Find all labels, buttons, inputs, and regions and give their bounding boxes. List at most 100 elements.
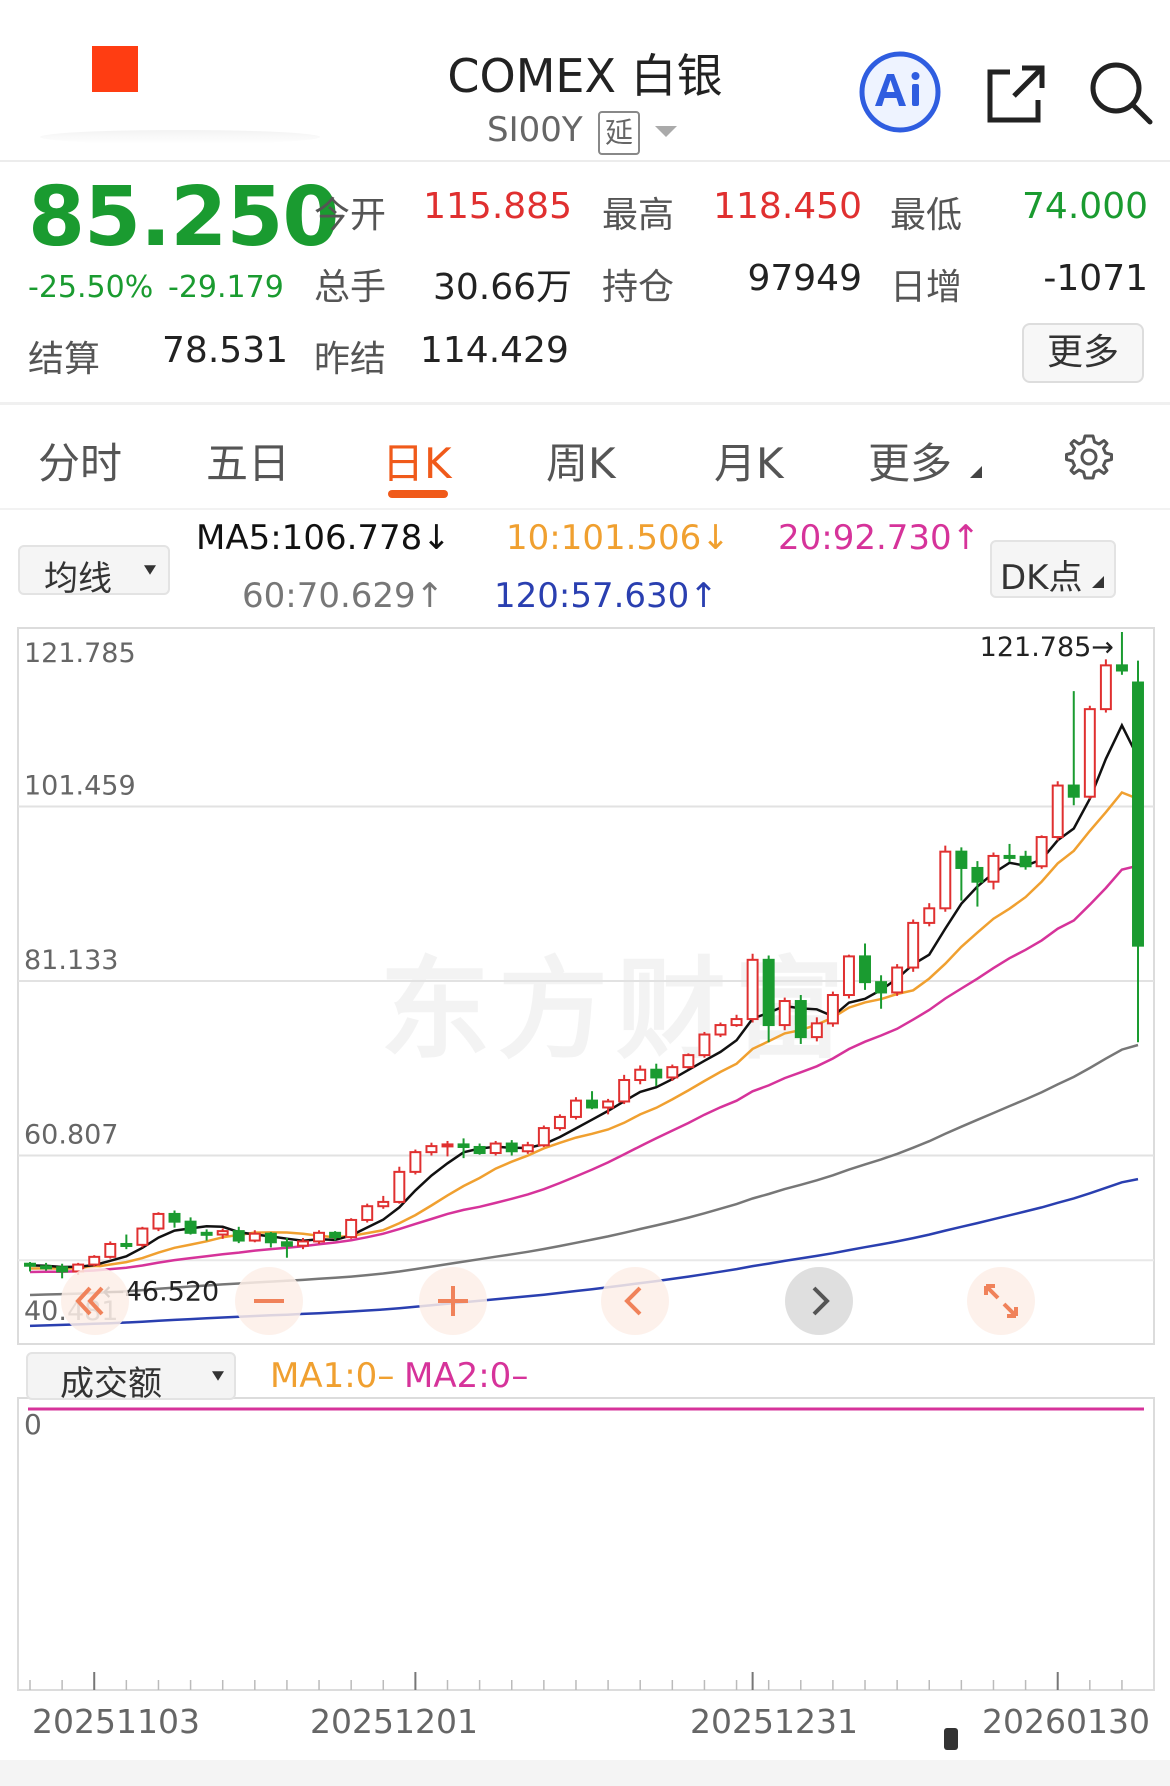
ma5-value: MA5:106.778↓: [196, 518, 451, 558]
candle-up: [923, 907, 936, 924]
share-icon[interactable]: [984, 62, 1048, 126]
tab-0[interactable]: 分时: [38, 439, 123, 488]
dk-point-label: DK点: [1000, 558, 1083, 598]
candle-up: [666, 1066, 679, 1079]
candle-up: [537, 1127, 550, 1147]
fullscreen-icon[interactable]: [966, 1266, 1036, 1336]
tab-2[interactable]: 日K: [382, 439, 452, 488]
volume-ma2: MA2:0–: [404, 1356, 529, 1396]
quote-value: -1071: [1043, 258, 1148, 299]
volume-ma1: MA1:0–: [270, 1356, 395, 1396]
candle-up: [521, 1144, 534, 1153]
search-icon[interactable]: [1088, 60, 1154, 126]
candle-up: [104, 1242, 117, 1258]
candle-down: [168, 1212, 181, 1223]
quote-label: 最高: [602, 195, 675, 236]
candle-up: [553, 1115, 566, 1130]
tab-1[interactable]: 五日: [206, 439, 291, 488]
candle-up: [152, 1212, 165, 1230]
chevron-down-icon: [144, 565, 156, 575]
candle-down: [120, 1242, 133, 1247]
volume-indicator-selector[interactable]: 成交额: [26, 1352, 236, 1404]
indicator-selector[interactable]: 均线: [18, 545, 170, 599]
candle-down: [24, 1262, 36, 1267]
quote-value: 78.531: [162, 330, 288, 371]
candle-down: [1003, 854, 1016, 859]
scroll-right-icon[interactable]: [784, 1266, 854, 1336]
change-percent: -25.50%: [28, 270, 154, 305]
quote-label: 持仓: [602, 267, 675, 308]
candle-up: [826, 994, 839, 1025]
candle-down: [955, 850, 968, 869]
zoom-out-icon[interactable]: [234, 1266, 304, 1336]
ai-assistant-icon[interactable]: [858, 50, 942, 134]
tab-5[interactable]: 更多: [868, 439, 953, 488]
candle-up: [569, 1099, 582, 1118]
candle-down: [762, 958, 775, 1027]
volume-frame: [17, 1397, 1155, 1691]
candle-down: [794, 1000, 807, 1039]
dk-point-button[interactable]: DK点: [990, 540, 1116, 598]
candle-up: [987, 854, 1000, 883]
candle-down: [457, 1143, 470, 1148]
kline-frame: [17, 627, 1155, 1345]
candle-up: [361, 1205, 374, 1221]
zoom-in-icon[interactable]: [418, 1266, 488, 1336]
ma60-line: [29, 1043, 1139, 1297]
candle-down: [505, 1142, 518, 1153]
more-quote-button[interactable]: 更多: [1022, 323, 1144, 383]
candle-down: [859, 955, 871, 984]
candle-down: [1115, 664, 1128, 672]
candle-up: [730, 1018, 743, 1027]
candle-up: [377, 1200, 390, 1208]
scroll-left-icon[interactable]: [600, 1266, 670, 1336]
quote-value: 74.000: [1022, 186, 1148, 227]
candle-up: [409, 1151, 422, 1173]
y-tick-label: 60.807: [24, 1120, 118, 1151]
quote-value: 97949: [747, 258, 862, 299]
scroll-start-icon[interactable]: [60, 1266, 130, 1336]
contract-dropdown-caret-icon[interactable]: [655, 126, 677, 137]
quote-label: 结算: [28, 339, 101, 380]
candle-up: [216, 1230, 229, 1236]
candle-down: [1067, 784, 1080, 798]
tabs-divider: [0, 508, 1170, 510]
candle-up: [345, 1218, 358, 1239]
candle-up: [1099, 664, 1112, 711]
candle-up: [1083, 708, 1096, 798]
candle-up: [634, 1068, 647, 1082]
candle-up: [489, 1142, 502, 1154]
candle-down: [971, 866, 984, 883]
candle-down: [280, 1241, 293, 1247]
page-title: COMEX 白银: [447, 49, 723, 103]
ma10-value: 10:101.506↓: [506, 518, 730, 558]
candle-up: [714, 1024, 727, 1036]
more-tabs-caret-icon[interactable]: [970, 466, 982, 478]
candle-down: [650, 1068, 663, 1079]
gear-icon[interactable]: [1064, 432, 1114, 482]
candle-up: [778, 1000, 791, 1027]
candle-up: [698, 1033, 711, 1057]
quote-label: 今开: [314, 195, 387, 236]
scroll-thumb[interactable]: [944, 1728, 958, 1750]
candle-up: [1051, 784, 1064, 839]
candle-down: [329, 1231, 342, 1239]
candle-up: [313, 1231, 326, 1243]
quote-value: 115.885: [423, 186, 572, 227]
candle-up: [842, 955, 855, 997]
quote-value: 30.66万: [432, 267, 572, 308]
candle-up: [746, 958, 759, 1021]
x-tick-label: 20251103: [32, 1702, 200, 1741]
contract-code[interactable]: SI00Y: [487, 110, 583, 150]
candle-down: [184, 1220, 197, 1234]
candle-down: [232, 1230, 245, 1242]
tab-3[interactable]: 周K: [546, 439, 616, 488]
tab-4[interactable]: 月K: [714, 439, 784, 488]
candle-down: [264, 1232, 277, 1244]
candle-down: [1132, 681, 1144, 947]
candle-up: [425, 1145, 438, 1154]
candle-up: [393, 1170, 406, 1203]
ma5-line: [29, 722, 1140, 1269]
candle-up: [1035, 836, 1048, 868]
